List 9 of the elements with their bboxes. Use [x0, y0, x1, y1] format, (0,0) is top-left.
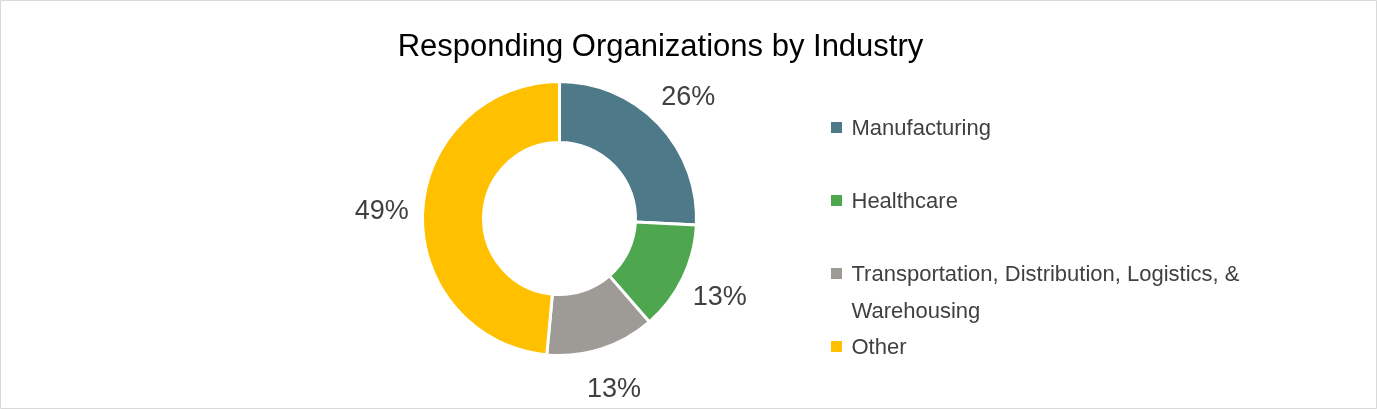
data-label: 49%: [354, 195, 409, 226]
data-label: 26%: [661, 80, 716, 111]
legend-label: Transportation, Distribution, Logistics, & Warehousing: [851, 260, 1240, 323]
legend-label: Healthcare: [851, 187, 958, 213]
legend-label: Other: [851, 333, 907, 359]
data-label: 13%: [692, 281, 747, 312]
legend-label: Manufacturing: [851, 114, 991, 140]
chart-title: Responding Organizations by Industry: [397, 28, 924, 63]
data-label: 13%: [586, 372, 642, 403]
